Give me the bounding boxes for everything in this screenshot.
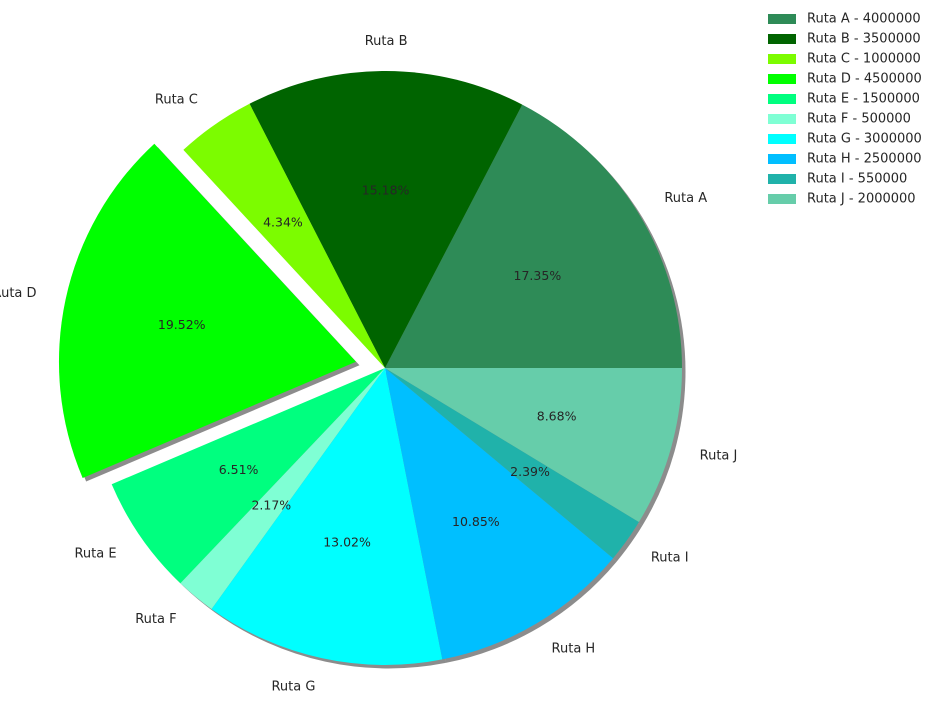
legend-entry-ruta-a: Ruta A - 4000000 (807, 12, 921, 27)
legend-swatch-ruta-d (768, 74, 796, 84)
legend-swatch-ruta-a (768, 14, 796, 24)
legend-entry-ruta-d: Ruta D - 4500000 (807, 72, 922, 87)
percent-labels: 17.35% 15.18% 4.34% 19.52% 6.51% 2.17% 13.02% 1… (158, 182, 577, 549)
legend-swatch-ruta-c (768, 54, 796, 64)
slice-label-ruta-d: Ruta D (0, 286, 37, 301)
slice-label-ruta-i: Ruta I (651, 550, 689, 565)
legend-entry-ruta-j: Ruta J - 2000000 (807, 192, 916, 207)
legend-swatch-ruta-h (768, 154, 796, 164)
slice-label-ruta-a: Ruta A (664, 191, 707, 206)
legend-swatch-ruta-j (768, 194, 796, 204)
slice-label-ruta-h: Ruta H (552, 642, 596, 657)
legend-entry-ruta-h: Ruta H - 2500000 (807, 152, 922, 167)
pie-slice-ruta-h (385, 368, 614, 660)
pie-slices (58, 70, 683, 666)
slice-label-ruta-b: Ruta B (365, 34, 408, 49)
pie-slice-ruta-i (385, 368, 639, 559)
legend-entry-ruta-b: Ruta B - 3500000 (807, 32, 921, 47)
legend-entry-ruta-c: Ruta C - 1000000 (807, 52, 921, 67)
legend-entry-ruta-i: Ruta I - 550000 (807, 172, 907, 187)
percent-label-ruta-i: 2.39% (510, 464, 550, 479)
legend-entry-ruta-f: Ruta F - 500000 (807, 112, 911, 127)
legend-swatch-ruta-b (768, 34, 796, 44)
legend-entry-ruta-g: Ruta G - 3000000 (807, 132, 922, 147)
percent-label-ruta-c: 4.34% (263, 214, 303, 229)
legend-entry-ruta-e: Ruta E - 1500000 (807, 92, 920, 107)
percent-label-ruta-j: 8.68% (537, 408, 577, 423)
slice-label-ruta-j: Ruta J (700, 448, 738, 463)
percent-label-ruta-e: 6.51% (219, 462, 259, 477)
percent-label-ruta-a: 17.35% (514, 268, 562, 283)
legend-swatch-ruta-i (768, 174, 796, 184)
legend: Ruta A - 4000000 Ruta B - 3500000 Ruta C -… (768, 12, 922, 207)
legend-swatch-ruta-f (768, 114, 796, 124)
legend-swatch-ruta-e (768, 94, 796, 104)
pie-slice-ruta-a (385, 104, 683, 369)
percent-label-ruta-f: 2.17% (251, 498, 291, 513)
slice-label-ruta-f: Ruta F (135, 612, 176, 627)
percent-label-ruta-g: 13.02% (323, 535, 371, 550)
pie-slice-ruta-c (183, 103, 385, 368)
percent-label-ruta-b: 15.18% (362, 182, 410, 197)
pie-slice-ruta-d (58, 143, 356, 478)
pie-slice-ruta-g (211, 368, 443, 666)
percent-label-ruta-h: 10.85% (452, 514, 500, 529)
pie-slice-ruta-b (249, 70, 523, 368)
pie-slice-ruta-f (180, 368, 385, 610)
slice-label-ruta-c: Ruta C (155, 93, 198, 108)
pie-slice-ruta-j (385, 368, 682, 523)
legend-swatch-ruta-g (768, 134, 796, 144)
slice-label-ruta-g: Ruta G (271, 680, 315, 695)
percent-label-ruta-d: 19.52% (158, 317, 206, 332)
slice-label-ruta-e: Ruta E (74, 547, 116, 562)
pie-slice-ruta-e (111, 368, 386, 584)
slice-labels: Ruta A Ruta B Ruta C Ruta D Ruta E Ruta F Ruta… (0, 34, 737, 695)
